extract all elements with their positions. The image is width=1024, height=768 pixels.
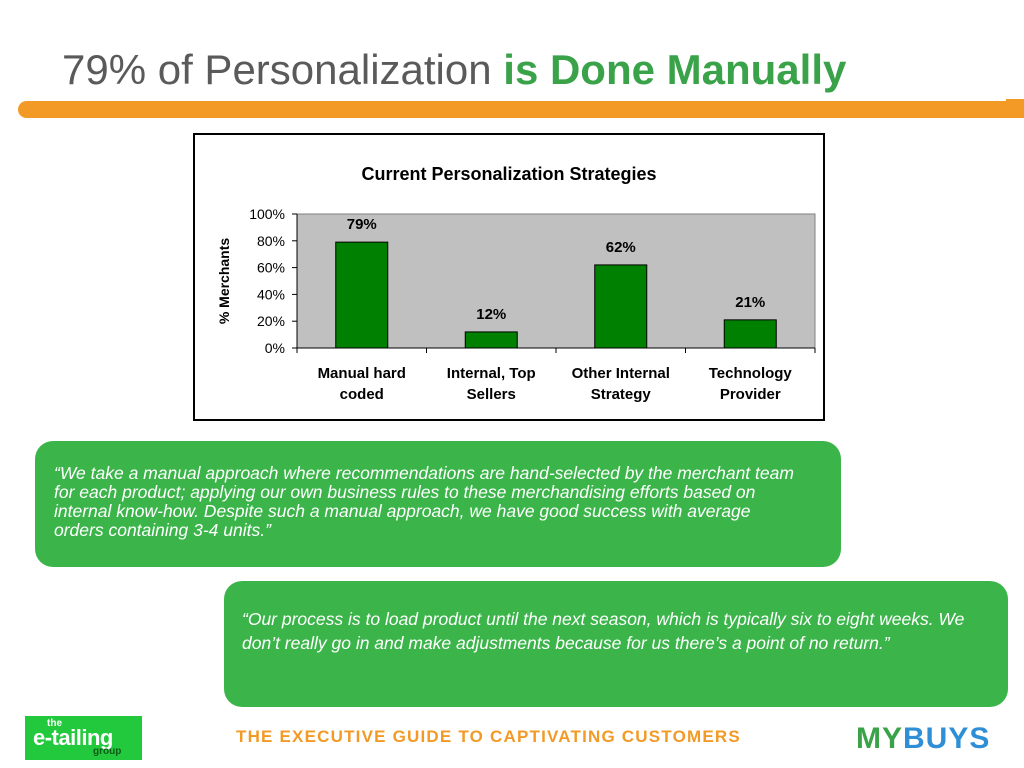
data-label: 62%	[606, 239, 636, 256]
y-tick-label: 20%	[257, 313, 285, 329]
footer-tagline: THE EXECUTIVE GUIDE TO CAPTIVATING CUSTO…	[236, 727, 741, 746]
title-divider	[18, 99, 1024, 118]
y-tick-label: 80%	[257, 233, 285, 249]
category-label: Manual hard	[318, 365, 406, 382]
logo-group-text: group	[93, 746, 122, 757]
title-part-2: is Done Manually	[503, 46, 847, 93]
chart-title: Current Personalization Strategies	[361, 164, 656, 184]
bar	[335, 241, 389, 349]
data-label: 21%	[735, 294, 765, 311]
y-tick-label: 100%	[249, 206, 285, 222]
logo-the-text: the	[47, 718, 62, 729]
y-tick-label: 40%	[257, 286, 285, 302]
y-axis-label: % Merchants	[216, 238, 232, 325]
category-label: Other Internal	[572, 365, 670, 382]
data-label: 12%	[476, 306, 506, 323]
data-label: 79%	[347, 216, 377, 233]
category-label: Sellers	[467, 386, 516, 403]
logo-main-text: e-tailing	[33, 725, 113, 750]
title-part-1: 79% of Personalization	[62, 46, 492, 93]
y-tick-label: 60%	[257, 260, 285, 276]
category-label: coded	[340, 386, 384, 403]
mybuys-logo-part-2: BUYS	[903, 722, 991, 755]
quote-box-2: “Our process is to load product until th…	[224, 581, 1008, 707]
bar	[594, 264, 648, 349]
y-tick-label: 0%	[265, 340, 285, 356]
category-label: Technology	[709, 365, 793, 382]
category-label: Provider	[720, 386, 781, 403]
page-title: 79% of Personalization is Done Manually	[62, 44, 846, 96]
category-label: Internal, Top	[447, 365, 536, 382]
bar	[723, 319, 777, 349]
etailing-group-logo: the e-tailing group	[25, 716, 142, 760]
mybuys-logo-part-1: MY	[856, 722, 903, 755]
bar-chart: Current Personalization Strategies 0% 20% 4…	[216, 164, 816, 403]
mybuys-logo: MYBUYS	[856, 722, 990, 756]
chart-frame: Current Personalization Strategies 0% 20% 4…	[193, 133, 825, 421]
category-label: Strategy	[591, 386, 652, 403]
quote-text-1: “We take a manual approach where recomme…	[54, 463, 794, 540]
quote-text-2: “Our process is to load product until th…	[242, 609, 965, 653]
quote-box-1: “We take a manual approach where recomme…	[35, 441, 841, 567]
bar	[464, 331, 518, 349]
